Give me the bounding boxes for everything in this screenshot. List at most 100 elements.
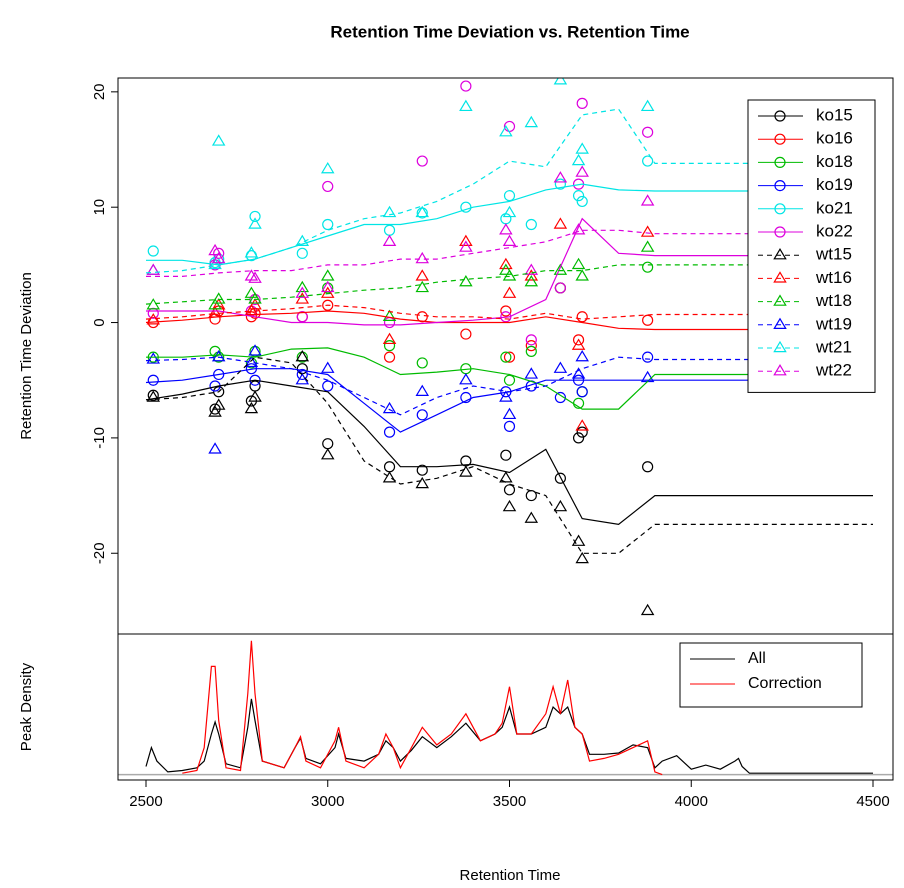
point xyxy=(415,384,430,396)
point xyxy=(296,311,308,323)
point xyxy=(554,391,566,404)
line xyxy=(145,356,873,554)
point xyxy=(524,115,539,128)
point xyxy=(320,280,335,293)
point xyxy=(571,367,586,379)
point xyxy=(525,345,537,357)
point xyxy=(211,134,226,146)
point xyxy=(642,351,654,363)
y-tick-label: -10 xyxy=(91,427,108,449)
point xyxy=(576,426,588,438)
chart-title: Retention Time Deviation vs. Retention T… xyxy=(330,22,689,41)
point xyxy=(211,349,226,362)
point xyxy=(554,282,566,294)
point xyxy=(553,171,568,183)
point xyxy=(211,251,226,264)
point xyxy=(459,99,473,112)
line xyxy=(145,368,873,433)
point xyxy=(383,316,396,329)
point xyxy=(575,349,589,362)
legend-marker xyxy=(774,203,786,215)
point xyxy=(571,338,586,350)
point xyxy=(296,368,308,381)
point xyxy=(642,261,654,273)
point xyxy=(553,78,568,85)
point xyxy=(382,401,397,414)
line xyxy=(146,229,873,277)
point xyxy=(383,351,396,363)
point xyxy=(382,332,397,345)
line xyxy=(145,108,873,274)
x-axis-label: Retention Time xyxy=(460,867,561,884)
point xyxy=(382,234,397,247)
point xyxy=(524,263,539,275)
point xyxy=(295,349,310,362)
point xyxy=(499,390,513,402)
point xyxy=(211,292,226,304)
point xyxy=(248,271,262,283)
point xyxy=(524,269,539,281)
point xyxy=(554,472,566,484)
point xyxy=(295,280,310,293)
point xyxy=(383,340,396,352)
point xyxy=(500,449,512,461)
point xyxy=(320,269,335,281)
plot-frame xyxy=(117,633,894,781)
legend-label: ko16 xyxy=(816,129,853,148)
point xyxy=(213,386,225,398)
point xyxy=(320,161,335,174)
legend-label: wt15 xyxy=(815,245,852,264)
point xyxy=(499,125,513,137)
point xyxy=(415,476,430,489)
point xyxy=(416,311,428,323)
point xyxy=(572,190,585,202)
line xyxy=(146,347,873,410)
point xyxy=(553,361,568,373)
point xyxy=(322,180,334,193)
point xyxy=(147,245,159,257)
point xyxy=(524,274,539,287)
point xyxy=(248,292,262,304)
point xyxy=(147,389,159,401)
point xyxy=(415,205,430,218)
legend-marker xyxy=(774,156,786,168)
point xyxy=(525,218,537,231)
point xyxy=(248,390,262,402)
point xyxy=(320,361,335,373)
point xyxy=(640,99,655,112)
point xyxy=(553,217,568,229)
point xyxy=(554,178,566,190)
legend-marker xyxy=(774,180,786,192)
legend-label: ko18 xyxy=(816,152,853,171)
point xyxy=(296,247,308,259)
point xyxy=(244,401,259,414)
point xyxy=(503,374,516,386)
point xyxy=(382,205,397,218)
point xyxy=(642,461,654,473)
point xyxy=(525,334,537,346)
point xyxy=(248,217,262,229)
point xyxy=(502,286,517,298)
point xyxy=(244,246,259,258)
point xyxy=(575,551,589,564)
point xyxy=(575,269,589,281)
y-tick-label: 10 xyxy=(91,199,108,216)
point xyxy=(576,195,588,208)
point xyxy=(382,309,397,321)
legend-label: ko15 xyxy=(816,105,853,124)
y-axis-label: Retention Time Deviation xyxy=(18,272,35,440)
point xyxy=(640,225,655,237)
line xyxy=(145,379,873,526)
line xyxy=(182,640,663,776)
legend-label: wt22 xyxy=(815,361,852,380)
point xyxy=(459,274,473,287)
point xyxy=(248,344,262,356)
point xyxy=(502,205,517,218)
legend-label: wt16 xyxy=(815,268,852,287)
point xyxy=(503,484,516,496)
point xyxy=(459,465,473,477)
point xyxy=(320,286,335,298)
point xyxy=(460,201,472,213)
point xyxy=(416,464,428,476)
point xyxy=(525,340,537,352)
